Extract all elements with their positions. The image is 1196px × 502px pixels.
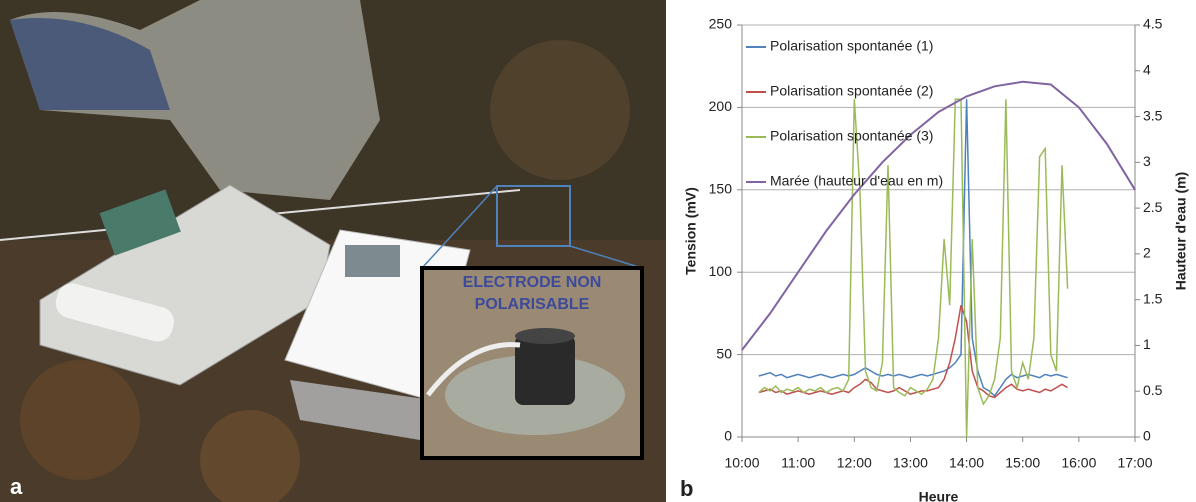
legend-label: Polarisation spontanée (3) — [770, 128, 933, 144]
x-axis-title: Heure — [919, 489, 959, 502]
y-tick-label: 100 — [709, 263, 733, 279]
y2-tick-label: 4 — [1143, 61, 1151, 77]
zoom-line — [569, 245, 643, 269]
logger — [99, 189, 181, 256]
y-tick-label: 150 — [709, 181, 733, 197]
x-tick-label: 17:00 — [1117, 455, 1152, 471]
x-tick-label: 14:00 — [949, 455, 984, 471]
x-tick-label: 12:00 — [837, 455, 872, 471]
y2-tick-label: 1.5 — [1143, 290, 1163, 306]
legend-label: Marée (hauteur d'eau en m) — [770, 173, 943, 189]
y2-tick-label: 3.5 — [1143, 107, 1163, 123]
leaves — [200, 410, 300, 502]
x-tick-label: 15:00 — [1005, 455, 1040, 471]
leaves — [20, 360, 140, 480]
zoom-box — [496, 185, 571, 247]
series-line — [758, 304, 1068, 399]
panel-label: a — [10, 474, 23, 499]
electrode-cable — [426, 342, 521, 397]
y-tick-label: 250 — [709, 16, 733, 32]
document-photo — [345, 245, 400, 277]
inset-label: ELECTRODE NON POLARISABLE — [462, 274, 602, 313]
panel-label: b — [680, 476, 693, 501]
y2-tick-label: 0 — [1143, 428, 1151, 444]
x-tick-label: 10:00 — [724, 455, 759, 471]
pipe — [55, 283, 174, 342]
y2-tick-label: 2.5 — [1143, 199, 1163, 215]
y-tick-label: 50 — [716, 345, 732, 361]
series-line — [758, 99, 1068, 397]
y2-tick-label: 0.5 — [1143, 382, 1163, 398]
clear-box — [290, 380, 432, 440]
y-tick-label: 200 — [709, 98, 733, 114]
chart: b 0 50 100 150 200 250 0 0.5 1 1.5 2 2.5 3 3.5 4 4.5 10:… — [680, 16, 1189, 502]
y2-axis-title: Hauteur d'eau (m) — [1173, 172, 1189, 290]
electrode — [515, 335, 575, 405]
photo: a — [0, 0, 666, 502]
x-tick-label: 16:00 — [1061, 455, 1096, 471]
y-tick-label: 0 — [724, 428, 732, 444]
y2-tick-label: 3 — [1143, 153, 1151, 169]
leaves — [490, 40, 630, 180]
x-tick-label: 11:00 — [781, 455, 815, 471]
zoom-line — [421, 185, 498, 269]
legend-label: Polarisation spontanée (1) — [770, 38, 933, 54]
person-jeans — [10, 18, 170, 110]
series-line — [741, 80, 1136, 351]
legend-label: Polarisation spontanée (2) — [770, 83, 933, 99]
series-line — [758, 98, 1069, 438]
y-axis-title: Tension (mV) — [683, 187, 699, 275]
y2-tick-label: 4.5 — [1143, 16, 1163, 32]
y2-tick-label: 1 — [1143, 336, 1151, 352]
electrode-top — [515, 328, 575, 344]
x-tick-label: 13:00 — [893, 455, 928, 471]
y2-tick-label: 2 — [1143, 245, 1151, 261]
